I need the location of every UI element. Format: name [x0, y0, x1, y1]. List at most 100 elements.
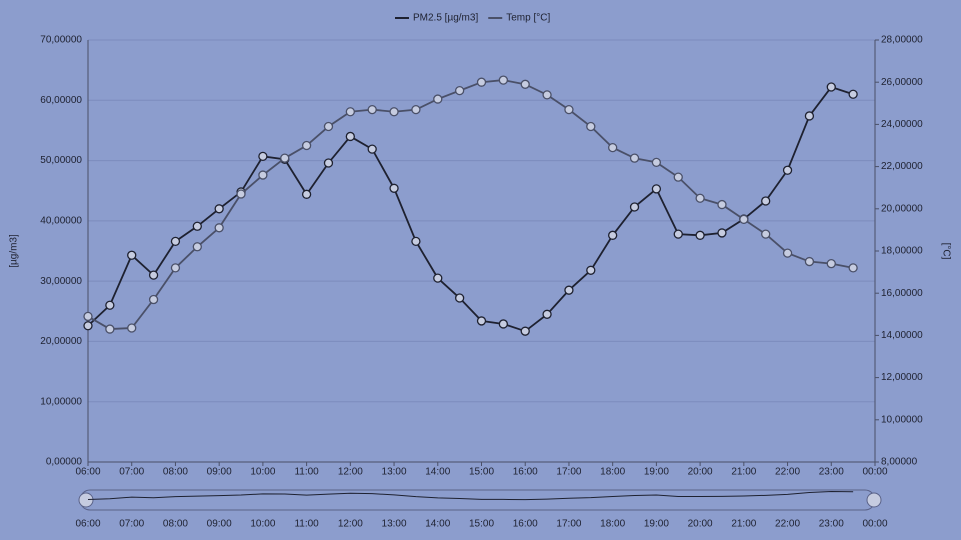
- point: [848, 89, 858, 99]
- navigator-tick-label: 00:00: [862, 519, 887, 530]
- navigator-tick-label: 21:00: [731, 519, 756, 530]
- point: [498, 75, 509, 85]
- navigator-tick-label: 19:00: [644, 519, 669, 530]
- point: [717, 228, 727, 238]
- y-tick-label: 50,00000: [40, 155, 82, 166]
- x-tick-label: 07:00: [119, 467, 144, 478]
- point: [236, 189, 246, 199]
- point: [564, 285, 574, 295]
- navigator-tick-label: 11:00: [294, 519, 319, 530]
- point: [564, 104, 574, 115]
- navigator-tick-label: 07:00: [119, 519, 144, 530]
- point: [651, 184, 662, 194]
- y-tick-label: 10,00000: [40, 396, 82, 407]
- x-tick-label: 15:00: [469, 467, 494, 478]
- x-tick-label: 08:00: [163, 467, 188, 478]
- point: [761, 229, 771, 239]
- navigator-tick-label: 09:00: [207, 519, 232, 530]
- point: [105, 324, 115, 334]
- point: [520, 79, 530, 89]
- point: [411, 104, 421, 115]
- point: [323, 158, 334, 168]
- navigator-tick-label: 08:00: [163, 519, 188, 530]
- navigator-tick-label: 13:00: [382, 519, 407, 530]
- point: [717, 199, 727, 210]
- navigator-tick-label: 23:00: [819, 519, 844, 530]
- x-tick-label: 21:00: [731, 467, 756, 478]
- point: [148, 294, 159, 305]
- point: [739, 214, 749, 225]
- y2-tick-label: 12,00000: [881, 372, 923, 383]
- y2-tick-label: 22,00000: [881, 161, 923, 172]
- point: [127, 250, 137, 260]
- x-tick-label: 10:00: [250, 467, 275, 478]
- point: [433, 273, 443, 283]
- navigator-tick-label: 18:00: [600, 519, 625, 530]
- point: [105, 300, 115, 310]
- point: [542, 90, 552, 100]
- navigator-tick-label: 17:00: [556, 519, 581, 530]
- y-tick-label: 0,00000: [46, 457, 83, 468]
- x-tick-label: 13:00: [382, 467, 407, 478]
- point: [345, 131, 355, 142]
- point: [476, 77, 487, 87]
- x-tick-label: 20:00: [688, 467, 713, 478]
- point: [608, 230, 618, 240]
- navigator-tick-label: 06:00: [75, 519, 100, 530]
- x-tick-label: 22:00: [775, 467, 800, 478]
- point: [826, 259, 836, 269]
- point: [586, 265, 596, 275]
- point: [280, 153, 290, 163]
- point: [83, 321, 93, 331]
- point: [608, 142, 618, 153]
- y2-tick-label: 26,00000: [881, 77, 923, 88]
- point: [454, 293, 465, 303]
- point: [367, 144, 377, 154]
- navigator-line: [87, 491, 854, 501]
- point: [520, 326, 530, 336]
- x-tick-label: 17:00: [556, 467, 581, 478]
- point: [83, 311, 93, 322]
- y2-tick-label: 20,00000: [881, 203, 923, 214]
- point: [214, 223, 224, 233]
- point: [498, 319, 509, 329]
- y2-tick-label: 8,00000: [881, 457, 918, 468]
- y2-tick-label: 14,00000: [881, 330, 923, 341]
- point: [782, 165, 793, 175]
- y-tick-label: 20,00000: [40, 336, 82, 347]
- point: [673, 229, 683, 239]
- y2-axis-label: [°C]: [940, 243, 951, 260]
- point: [301, 189, 312, 199]
- navigator-tick-label: 15:00: [469, 519, 494, 530]
- y-tick-label: 40,00000: [40, 215, 82, 226]
- y2-tick-label: 10,00000: [881, 414, 923, 425]
- navigator-handle[interactable]: [78, 492, 94, 508]
- point: [782, 248, 793, 258]
- x-tick-label: 00:00: [862, 467, 887, 478]
- point: [848, 263, 858, 273]
- y2-tick-label: 16,00000: [881, 288, 923, 299]
- navigator-tick-label: 14:00: [425, 519, 450, 530]
- y2-tick-label: 24,00000: [881, 119, 923, 130]
- y-tick-label: 30,00000: [40, 276, 82, 287]
- x-tick-label: 19:00: [644, 467, 669, 478]
- point: [301, 140, 312, 151]
- y-tick-label: 70,00000: [40, 35, 82, 46]
- point: [192, 242, 202, 252]
- point: [651, 157, 662, 168]
- point: [389, 183, 399, 193]
- x-tick-label: 16:00: [513, 467, 538, 478]
- navigator-tick-label: 20:00: [688, 519, 713, 530]
- y2-tick-label: 28,00000: [881, 35, 923, 46]
- point: [804, 111, 815, 121]
- point: [542, 309, 552, 319]
- point: [170, 263, 181, 273]
- point: [476, 316, 487, 326]
- point: [629, 153, 640, 163]
- point: [323, 121, 334, 132]
- legend-label: Temp [°C]: [506, 13, 550, 24]
- navigator-handle[interactable]: [866, 492, 882, 508]
- point: [804, 256, 815, 267]
- y-tick-label: 60,00000: [40, 95, 82, 106]
